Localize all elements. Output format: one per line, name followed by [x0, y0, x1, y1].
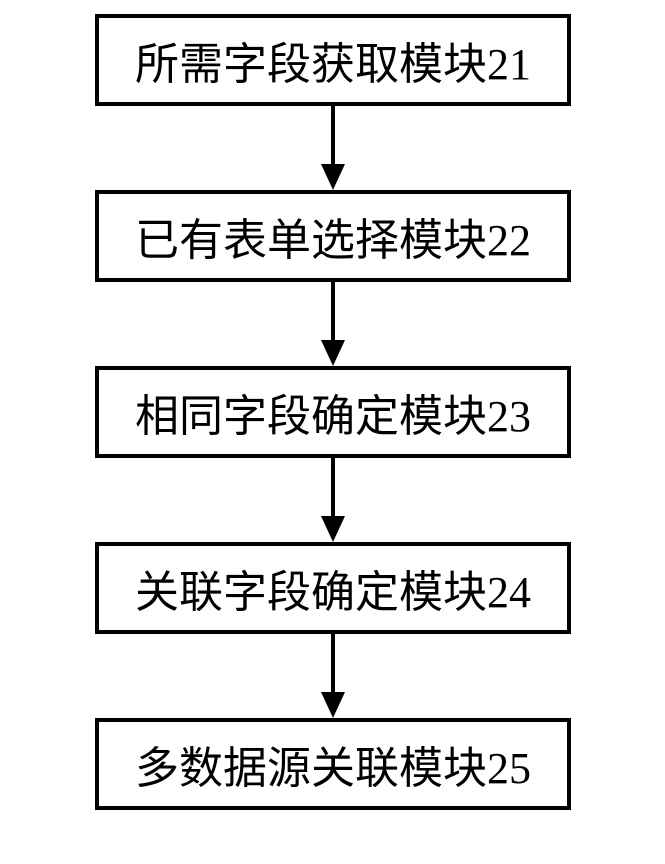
node-label: 关联字段确定模块24: [135, 556, 531, 620]
arrow-down-icon: [321, 340, 345, 366]
arrow-down-icon: [321, 164, 345, 190]
arrow-line: [331, 106, 335, 164]
arrow-line: [331, 282, 335, 340]
flowchart-container: 所需字段获取模块21 已有表单选择模块22 相同字段确定模块23 关联字段确定模…: [0, 0, 665, 864]
arrow-line: [331, 458, 335, 516]
flowchart-node: 所需字段获取模块21: [95, 14, 571, 106]
node-label: 多数据源关联模块25: [135, 732, 531, 796]
flowchart-node: 多数据源关联模块25: [95, 718, 571, 810]
node-label: 相同字段确定模块23: [135, 380, 531, 444]
flowchart-node: 已有表单选择模块22: [95, 190, 571, 282]
arrow-down-icon: [321, 692, 345, 718]
flowchart-node: 相同字段确定模块23: [95, 366, 571, 458]
flowchart-node: 关联字段确定模块24: [95, 542, 571, 634]
node-label: 所需字段获取模块21: [135, 28, 531, 92]
arrow-line: [331, 634, 335, 692]
node-label: 已有表单选择模块22: [135, 204, 531, 268]
arrow-down-icon: [321, 516, 345, 542]
